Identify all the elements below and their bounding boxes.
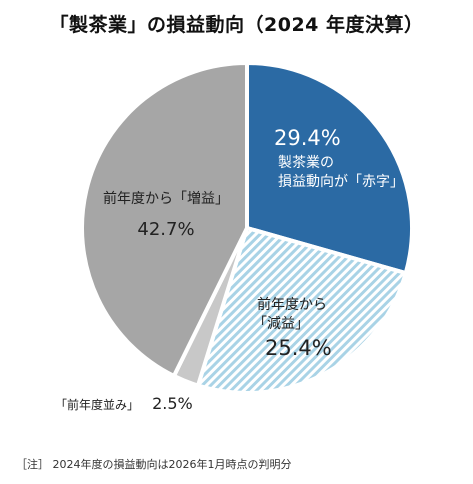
footnote: ［注］ 2024年度の損益動向は2026年1月時点の判明分 bbox=[16, 458, 292, 471]
slice-category-deficit-line1: 製茶業の bbox=[278, 155, 334, 171]
slice-label-flat: 「前年度並み」 2.5% bbox=[55, 394, 193, 415]
pie-slice-decrease bbox=[195, 226, 408, 395]
slice-category-deficit-line2: 損益動向が「赤字」 bbox=[278, 174, 404, 190]
slice-category-increase: 前年度から「増益」 bbox=[103, 191, 229, 207]
slice-label-decrease: 前年度から 「減益」 25.4% bbox=[253, 296, 332, 360]
slice-value-flat: 2.5% bbox=[152, 394, 193, 413]
pie-slice-increase bbox=[80, 61, 249, 378]
slice-label-increase: 前年度から「増益」 42.7% bbox=[103, 190, 229, 240]
slice-value-increase: 42.7% bbox=[137, 219, 195, 240]
pie-slice-deficit bbox=[245, 61, 414, 276]
slice-label-deficit: 29.4% 製茶業の 損益動向が「赤字」 bbox=[274, 126, 404, 192]
slice-category-decrease-line1: 前年度から bbox=[257, 297, 327, 313]
slice-value-decrease: 25.4% bbox=[265, 336, 332, 360]
slice-category-flat: 「前年度並み」 bbox=[55, 398, 140, 412]
slice-value-deficit: 29.4% bbox=[274, 126, 341, 150]
chart-title: 「製茶業」の損益動向（2024 年度決算） bbox=[49, 14, 424, 36]
slice-category-decrease-line2: 「減益」 bbox=[253, 316, 309, 332]
